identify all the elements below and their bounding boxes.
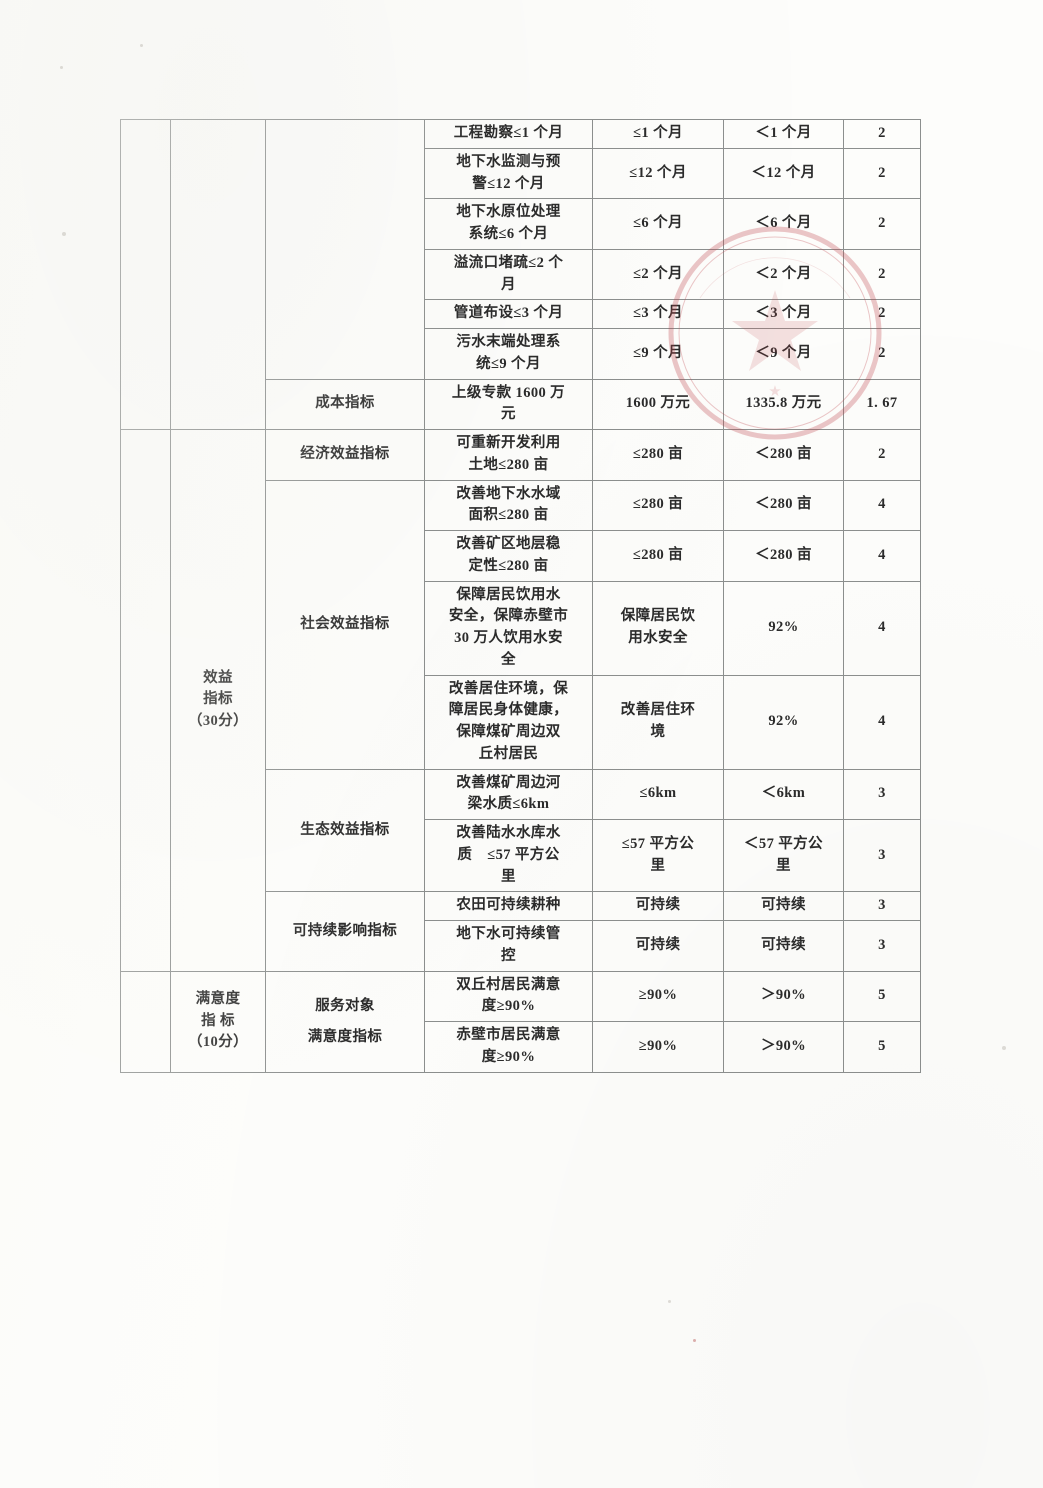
level2-category-cell-continued — [170, 119, 266, 430]
indicator-name: 工程勘察≤1 个月 — [424, 119, 593, 149]
subcategory-cost: 成本指标 — [265, 378, 425, 430]
indicator-actual: ＜1 个月 — [723, 119, 844, 149]
performance-evaluation-table-container: 工程勘察≤1 个月 ≤1 个月 ＜1 个月 2 地下水监测与预 警≤12 个月 … — [120, 119, 921, 1073]
indicator-score: 4 — [843, 674, 921, 770]
subcategory-sustainable-impact: 可持续影响指标 — [265, 891, 425, 972]
indicator-target: ≤3 个月 — [592, 299, 724, 329]
level3-category-cell-continued — [265, 119, 425, 380]
indicator-name: 改善地下水水域 面积≤280 亩 — [424, 479, 593, 531]
indicator-target: ≤280 亩 — [592, 530, 724, 582]
indicator-name: 农田可持续耕种 — [424, 891, 593, 921]
indicator-score: 4 — [843, 580, 921, 676]
performance-evaluation-table: 工程勘察≤1 个月 ≤1 个月 ＜1 个月 2 地下水监测与预 警≤12 个月 … — [120, 119, 921, 1073]
indicator-target: 保障居民饮 用水安全 — [592, 580, 724, 676]
indicator-score: 4 — [843, 479, 921, 531]
indicator-actual: ＜280 亩 — [723, 429, 844, 481]
indicator-score: 2 — [843, 248, 921, 301]
indicator-name: 地下水可持续管 控 — [424, 920, 593, 972]
indicator-target: ≤1 个月 — [592, 119, 724, 149]
level1-category-cell-benefit-spacer — [120, 429, 171, 972]
indicator-target: ≤12 个月 — [592, 147, 724, 200]
indicator-actual: ＜6 个月 — [723, 198, 844, 250]
indicator-name: 上级专款 1600 万 元 — [424, 378, 593, 430]
scan-speck — [1002, 1046, 1006, 1050]
indicator-actual: ＜6km — [723, 768, 844, 820]
indicator-name: 改善矿区地层稳 定性≤280 亩 — [424, 530, 593, 582]
indicator-score: 2 — [843, 299, 921, 329]
indicator-actual: ＜3 个月 — [723, 299, 844, 329]
table-row: 满意度 指 标 （10分） 服务对象 满意度指标 双丘村居民满意 度≥90% ≥… — [120, 970, 921, 1073]
indicator-target: ≤2 个月 — [592, 248, 724, 301]
category-benefit: 效益 指标 （30分） — [170, 429, 266, 972]
indicator-score: 2 — [843, 198, 921, 250]
indicator-actual: 可持续 — [723, 920, 844, 972]
indicator-name: 可重新开发利用 土地≤280 亩 — [424, 429, 593, 481]
indicator-target: ≤6 个月 — [592, 198, 724, 250]
indicator-target: ≤9 个月 — [592, 328, 724, 380]
indicator-actual: ＜9 个月 — [723, 328, 844, 380]
indicator-score: 2 — [843, 119, 921, 149]
subcategory-social-benefit: 社会效益指标 — [265, 479, 425, 770]
indicator-actual: ＜2 个月 — [723, 248, 844, 301]
indicator-score: 1. 67 — [843, 378, 921, 430]
indicator-score: 5 — [843, 1021, 921, 1073]
scan-speck — [62, 232, 66, 236]
scan-speck — [693, 1339, 696, 1342]
indicator-name: 保障居民饮用水 安全，保障赤壁市 30 万人饮用水安 全 — [424, 580, 593, 676]
indicator-score: 4 — [843, 530, 921, 582]
indicator-score: 3 — [843, 891, 921, 921]
indicator-target: ≥90% — [592, 1021, 724, 1073]
indicator-target: ≤57 平方公 里 — [592, 818, 724, 893]
indicator-name: 地下水监测与预 警≤12 个月 — [424, 147, 593, 200]
indicator-target: 1600 万元 — [592, 378, 724, 430]
indicator-name: 赤壁市居民满意 度≥90% — [424, 1021, 593, 1073]
indicator-target: 改善居住环 境 — [592, 674, 724, 770]
scan-speck — [668, 1300, 671, 1303]
indicator-target: 可持续 — [592, 891, 724, 921]
level1-category-cell-satisfaction-spacer — [120, 970, 171, 1073]
indicator-name: 改善居住环境，保 障居民身体健康， 保障煤矿周边双 丘村居民 — [424, 674, 593, 770]
indicator-score: 3 — [843, 920, 921, 972]
table-row: 效益 指标 （30分） 经济效益指标 可重新开发利用 土地≤280 亩 ≤280… — [120, 429, 921, 972]
indicator-actual: ＞90% — [723, 970, 844, 1022]
indicator-actual: ＞90% — [723, 1021, 844, 1073]
indicator-score: 3 — [843, 818, 921, 893]
indicator-actual: 可持续 — [723, 891, 844, 921]
indicator-actual: 92% — [723, 674, 844, 770]
indicator-name: 污水末端处理系 统≤9 个月 — [424, 328, 593, 380]
indicator-score: 2 — [843, 328, 921, 380]
scan-speck — [60, 66, 63, 69]
subcategory-ecological-benefit: 生态效益指标 — [265, 768, 425, 893]
indicator-score: 2 — [843, 147, 921, 200]
indicator-score: 5 — [843, 970, 921, 1022]
indicator-name: 溢流口堵疏≤2 个 月 — [424, 248, 593, 301]
indicator-actual: 92% — [723, 580, 844, 676]
indicator-actual: ＜280 亩 — [723, 530, 844, 582]
indicator-name: 改善陆水水库水 质 ≤57 平方公 里 — [424, 818, 593, 893]
subcategory-economic-benefit: 经济效益指标 — [265, 429, 425, 481]
indicator-target: ≤280 亩 — [592, 479, 724, 531]
table-row: 工程勘察≤1 个月 ≤1 个月 ＜1 个月 2 — [120, 119, 921, 430]
indicator-actual: ＜57 平方公 里 — [723, 818, 844, 893]
indicator-score: 3 — [843, 768, 921, 820]
indicator-target: ≥90% — [592, 970, 724, 1022]
subcategory-service-object-satisfaction: 服务对象 满意度指标 — [265, 970, 425, 1073]
indicator-name: 双丘村居民满意 度≥90% — [424, 970, 593, 1022]
indicator-score: 2 — [843, 429, 921, 481]
scan-speck — [140, 44, 143, 47]
indicator-name: 管道布设≤3 个月 — [424, 299, 593, 329]
indicator-target: 可持续 — [592, 920, 724, 972]
category-satisfaction: 满意度 指 标 （10分） — [170, 970, 266, 1073]
indicator-target: ≤280 亩 — [592, 429, 724, 481]
indicator-actual: ＜12 个月 — [723, 147, 844, 200]
indicator-actual: 1335.8 万元 — [723, 378, 844, 430]
indicator-name: 地下水原位处理 系统≤6 个月 — [424, 198, 593, 250]
indicator-name: 改善煤矿周边河 梁水质≤6km — [424, 768, 593, 820]
level1-category-cell-continued — [120, 119, 171, 430]
indicator-target: ≤6km — [592, 768, 724, 820]
indicator-actual: ＜280 亩 — [723, 479, 844, 531]
